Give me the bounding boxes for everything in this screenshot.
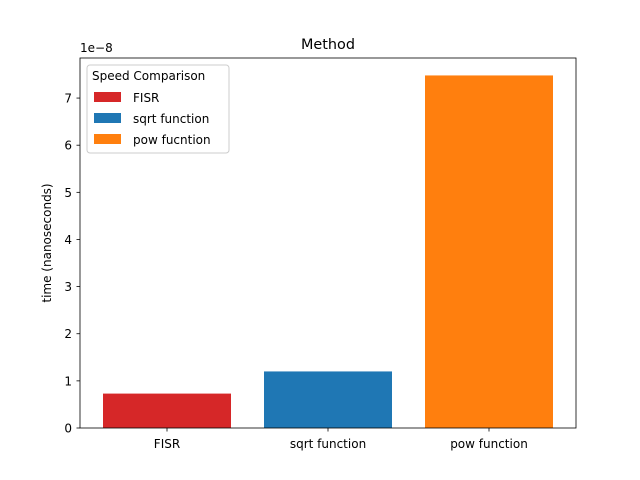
y-tick-label: 6: [64, 139, 72, 153]
x-tick-label: FISR: [154, 437, 180, 451]
chart-title: Method: [301, 37, 355, 53]
y-tick-label: 2: [64, 327, 72, 341]
legend-swatch: [94, 113, 121, 123]
legend-label: pow fucntion: [133, 133, 211, 147]
legend-label: FISR: [133, 91, 159, 105]
y-tick-label: 7: [64, 92, 72, 106]
legend-label: sqrt function: [133, 112, 209, 126]
bar-2: [264, 371, 392, 428]
legend-title: Speed Comparison: [92, 69, 205, 83]
bar-3: [425, 75, 553, 429]
legend-box: [86, 64, 230, 154]
legend: Speed Comparison FISR sqrt function pow fuc…: [86, 64, 230, 154]
x-tick-label: pow function: [450, 437, 528, 451]
legend-swatch: [94, 92, 121, 102]
legend-swatch: [94, 134, 121, 144]
plot-area-frame: [79, 57, 577, 429]
y-tick-label: 4: [64, 233, 72, 247]
y-tick-label: 3: [64, 280, 72, 294]
x-tick-label: sqrt function: [290, 437, 366, 451]
y-axis-label: time (nanoseconds): [40, 183, 54, 302]
y-tick-label: 1: [64, 374, 72, 388]
bar-1: [103, 393, 231, 428]
y-axis-offset-label: 1e−8: [80, 41, 113, 55]
y-tick-label: 0: [64, 422, 72, 436]
y-tick-label: 5: [64, 186, 72, 200]
